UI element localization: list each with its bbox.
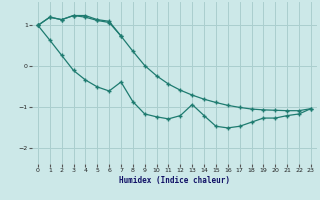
X-axis label: Humidex (Indice chaleur): Humidex (Indice chaleur)	[119, 176, 230, 185]
